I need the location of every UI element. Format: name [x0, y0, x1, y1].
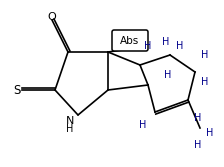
Text: Abs: Abs: [120, 36, 140, 46]
Text: H: H: [144, 41, 152, 51]
Text: H: H: [194, 113, 202, 123]
Text: H: H: [176, 41, 184, 51]
Text: H: H: [194, 140, 202, 150]
Text: H: H: [164, 70, 172, 80]
FancyBboxPatch shape: [112, 30, 148, 51]
Text: H: H: [206, 128, 214, 138]
Text: H: H: [66, 124, 74, 134]
Text: N: N: [66, 116, 74, 126]
Text: H: H: [201, 50, 209, 60]
Text: S: S: [13, 84, 21, 97]
Text: H: H: [162, 37, 170, 47]
Text: H: H: [139, 120, 147, 130]
Text: H: H: [201, 77, 209, 87]
Text: O: O: [48, 12, 56, 22]
